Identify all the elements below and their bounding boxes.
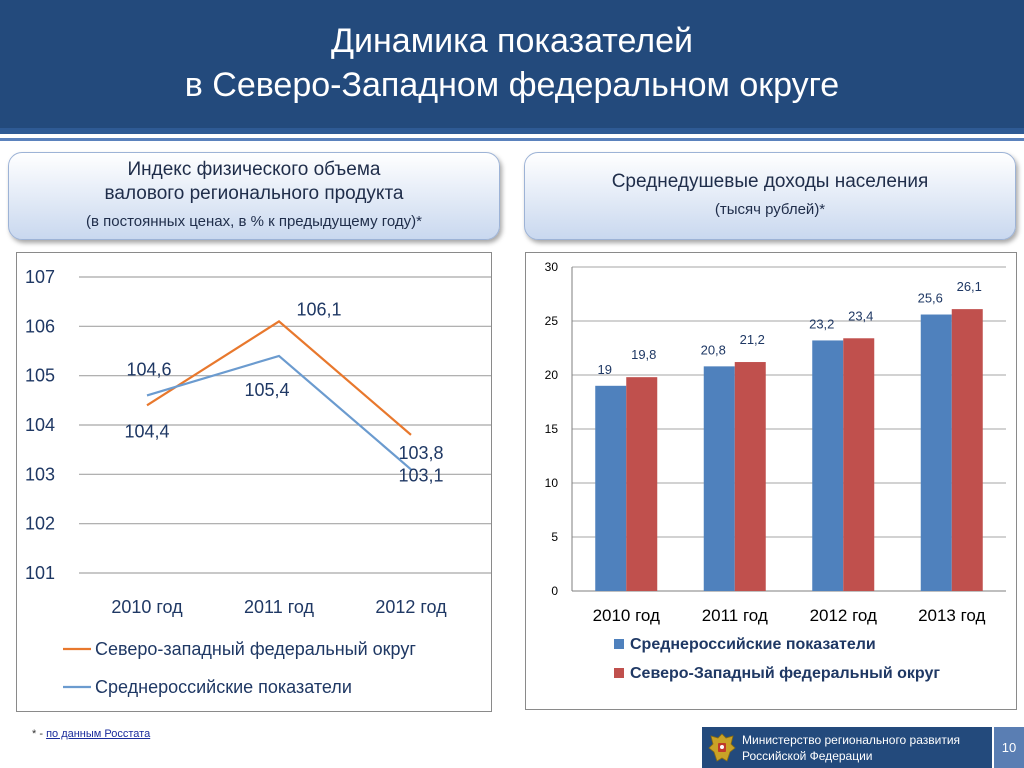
x-tick-label: 2011 год bbox=[702, 606, 768, 625]
data-label: 104,4 bbox=[124, 421, 169, 441]
x-tick-label: 2012 год bbox=[810, 606, 877, 625]
line-chart-panel: 101 102 103 104 105 106 107 2010 год 2011 год 201… bbox=[16, 252, 492, 712]
y-tick-label: 107 bbox=[25, 267, 55, 287]
legend-label: Среднероссийские показатели bbox=[630, 636, 876, 653]
y-tick-label: 105 bbox=[25, 366, 55, 386]
bar bbox=[843, 338, 875, 591]
page-number: 10 bbox=[994, 727, 1024, 768]
y-tick-label: 15 bbox=[545, 422, 559, 436]
y-tick-label: 30 bbox=[545, 260, 559, 274]
right-caption-note: (тысяч рублей)* bbox=[714, 201, 826, 218]
legend-label: Северо-западный федеральный округ bbox=[95, 639, 416, 659]
legend-swatch bbox=[614, 639, 624, 649]
bar bbox=[626, 377, 658, 591]
bar bbox=[951, 309, 983, 591]
data-label: 106,1 bbox=[296, 299, 341, 319]
left-caption-line2: валового регионального продукта bbox=[104, 183, 404, 204]
bar bbox=[920, 314, 952, 591]
data-label: 26,1 bbox=[957, 279, 982, 294]
x-tick-label: 2012 год bbox=[375, 597, 447, 617]
bar bbox=[734, 362, 766, 591]
bar bbox=[812, 340, 844, 591]
slide-title-line1: Динамика показателей bbox=[331, 22, 693, 60]
x-tick-label: 2010 год bbox=[111, 597, 183, 617]
data-label: 104,6 bbox=[126, 359, 171, 379]
data-label: 23,2 bbox=[809, 316, 834, 331]
data-label: 20,8 bbox=[701, 342, 726, 357]
coat-of-arms-icon bbox=[708, 733, 736, 762]
y-tick-label: 20 bbox=[545, 368, 559, 382]
y-tick-label: 10 bbox=[545, 476, 559, 490]
legend-label: Среднероссийские показатели bbox=[95, 677, 352, 697]
y-tick-label: 101 bbox=[25, 563, 55, 583]
y-tick-label: 0 bbox=[551, 584, 558, 598]
bar-chart-panel: 0 5 10 15 20 25 30 2010 год 19 19,8 2011 год 20,8 21… bbox=[525, 252, 1017, 710]
y-tick-label: 102 bbox=[25, 514, 55, 534]
rosstat-link[interactable]: по данным Росстата bbox=[46, 728, 151, 740]
y-tick-label: 103 bbox=[25, 464, 55, 484]
bar bbox=[595, 385, 627, 591]
left-caption-line1: Индекс физического объема bbox=[127, 159, 381, 180]
ministry-name-line1: Министерство регионального развития bbox=[742, 733, 961, 747]
left-caption-note: (в постоянных ценах, в % к предыдущему г… bbox=[85, 213, 423, 230]
data-label: 21,2 bbox=[740, 332, 765, 347]
data-label: 19,8 bbox=[631, 347, 656, 362]
series-line bbox=[146, 320, 412, 436]
slide-title-line2: в Северо-Западном федеральном округе bbox=[184, 66, 840, 104]
title-banner: Динамика показателей в Северо-Западном ф… bbox=[0, 0, 1024, 128]
series-line bbox=[146, 354, 412, 471]
line-chart: 101 102 103 104 105 106 107 2010 год 2011 год 201… bbox=[25, 267, 491, 697]
y-tick-label: 104 bbox=[25, 415, 55, 435]
ministry-badge: Министерство регионального развития Росс… bbox=[702, 727, 992, 768]
bar-chart: 0 5 10 15 20 25 30 2010 год 19 19,8 2011 год 20,8 21… bbox=[545, 260, 1006, 682]
data-label: 103,8 bbox=[398, 443, 443, 463]
y-tick-label: 106 bbox=[25, 316, 55, 336]
x-tick-label: 2010 год bbox=[593, 606, 660, 625]
y-tick-label: 25 bbox=[545, 314, 559, 328]
x-tick-label: 2013 год bbox=[918, 606, 985, 625]
footnote: * - по данным Росстата bbox=[32, 728, 150, 740]
data-label: 23,4 bbox=[848, 308, 873, 323]
ministry-name-line2: Российской Федерации bbox=[742, 749, 873, 763]
left-chart-caption: Индекс физического объема валового регио… bbox=[8, 152, 500, 240]
right-caption-line1: Среднедушевые доходы населения bbox=[611, 171, 929, 192]
data-label: 103,1 bbox=[398, 465, 443, 485]
data-label: 105,4 bbox=[244, 380, 289, 400]
data-label: 19 bbox=[598, 362, 612, 377]
divider-stripe bbox=[0, 128, 1024, 134]
x-tick-label: 2011 год bbox=[244, 597, 314, 617]
data-label: 25,6 bbox=[918, 291, 943, 306]
bar bbox=[703, 366, 735, 591]
right-chart-caption: Среднедушевые доходы населения (тысяч ру… bbox=[524, 152, 1016, 240]
divider-stripe-thin bbox=[0, 138, 1024, 141]
legend-label: Северо-Западный федеральный округ bbox=[630, 665, 940, 682]
legend-swatch bbox=[614, 668, 624, 678]
footnote-prefix: * - bbox=[32, 728, 47, 740]
y-tick-label: 5 bbox=[551, 530, 558, 544]
